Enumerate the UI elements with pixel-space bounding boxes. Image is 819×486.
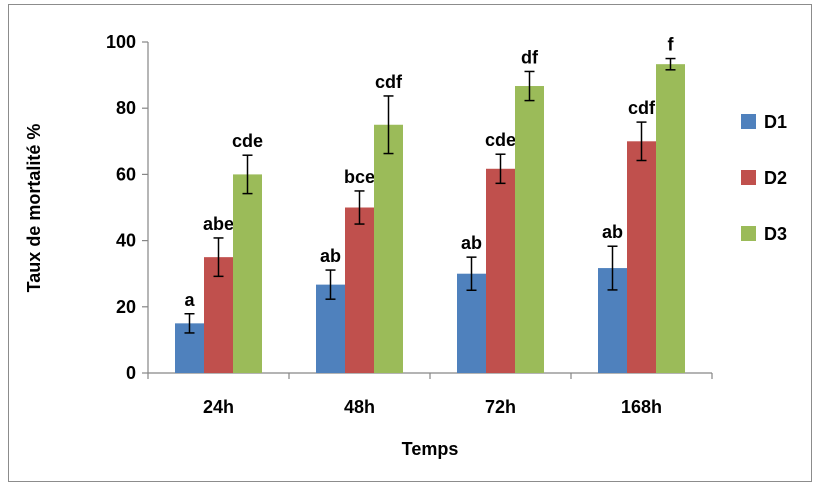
x-axis-title: Temps [402, 439, 459, 459]
x-tick-label: 48h [344, 397, 375, 417]
legend-label: D2 [764, 168, 787, 188]
bar-d3 [515, 86, 544, 373]
x-tick-label: 24h [203, 397, 234, 417]
significance-label: cdf [628, 98, 656, 118]
significance-label: f [668, 35, 675, 55]
bar-d3 [656, 64, 685, 373]
y-tick-label: 20 [116, 297, 136, 317]
significance-label: ab [320, 246, 341, 266]
bar-d2 [345, 207, 374, 373]
legend-label: D1 [764, 112, 787, 132]
legend-swatch-d3 [741, 226, 756, 241]
y-tick-label: 40 [116, 231, 136, 251]
bar-d2 [486, 168, 515, 373]
y-axis-title: Taux de mortalité % [24, 124, 44, 293]
significance-label: cde [485, 130, 516, 150]
significance-label: abe [203, 214, 234, 234]
y-tick-label: 80 [116, 98, 136, 118]
significance-label: cde [232, 131, 263, 151]
y-tick-label: 100 [106, 32, 136, 52]
significance-label: bce [344, 167, 375, 187]
legend-swatch-d2 [741, 170, 756, 185]
significance-label: cdf [375, 72, 403, 92]
legend: D1 D2 D3 [741, 112, 787, 244]
legend-swatch-d1 [741, 114, 756, 129]
significance-label: ab [602, 222, 623, 242]
x-tick-label: 72h [485, 397, 516, 417]
significance-label: ab [461, 233, 482, 253]
significance-label: df [521, 47, 539, 67]
bar-d3 [374, 124, 403, 373]
bar-d2 [627, 141, 656, 373]
x-tick-label: 168h [621, 397, 662, 417]
plot-area: 0 20 40 60 80 100 24h 48h 72h 168h a ab ab ab abe bce cd… [106, 32, 713, 417]
legend-label: D3 [764, 224, 787, 244]
y-tick-label: 60 [116, 164, 136, 184]
significance-label: a [184, 290, 195, 310]
y-tick-label: 0 [126, 363, 136, 383]
bar-d3 [233, 174, 262, 373]
